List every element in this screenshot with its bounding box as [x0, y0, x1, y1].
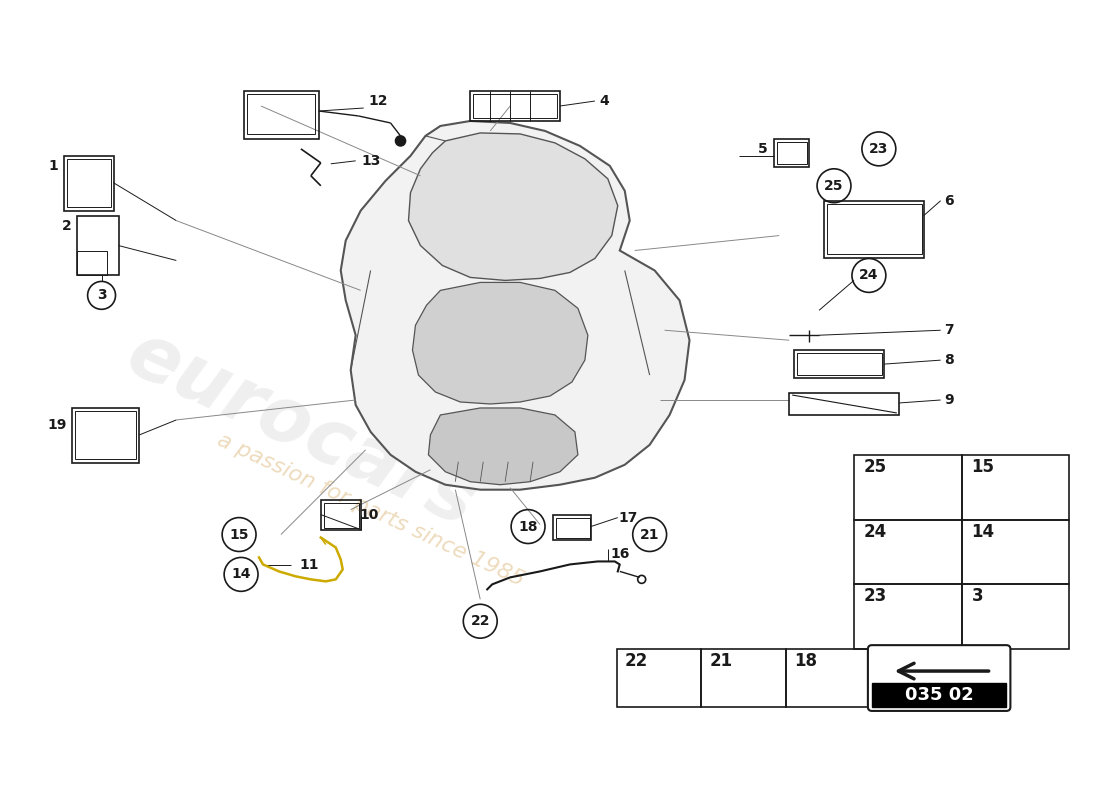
Text: 12: 12: [368, 94, 388, 108]
FancyBboxPatch shape: [868, 645, 1011, 711]
Polygon shape: [412, 282, 587, 404]
Text: 14: 14: [231, 567, 251, 582]
Bar: [854, 519, 961, 584]
Text: 15: 15: [229, 527, 249, 542]
Text: eurocars: eurocars: [114, 317, 487, 543]
Bar: [794, 350, 883, 378]
Text: 17: 17: [618, 510, 637, 525]
Text: 23: 23: [869, 142, 889, 156]
Bar: [824, 201, 924, 258]
Text: 25: 25: [824, 178, 844, 193]
Polygon shape: [341, 121, 690, 490]
Text: 14: 14: [971, 522, 994, 541]
Text: 22: 22: [625, 652, 648, 670]
Text: 21: 21: [640, 527, 659, 542]
Text: 9: 9: [944, 393, 954, 407]
Bar: [77, 216, 119, 275]
Text: 24: 24: [859, 269, 879, 282]
Bar: [702, 649, 786, 707]
Bar: [961, 584, 1069, 649]
Bar: [471, 91, 560, 121]
Bar: [323, 502, 359, 527]
Bar: [64, 156, 113, 210]
Text: 10: 10: [359, 508, 378, 522]
Bar: [556, 518, 590, 538]
Text: 15: 15: [971, 458, 994, 476]
Text: 8: 8: [944, 353, 954, 367]
Bar: [872, 683, 1006, 707]
Text: 3: 3: [971, 587, 983, 606]
Text: 22: 22: [471, 614, 490, 628]
Text: 1: 1: [48, 159, 58, 173]
Text: 23: 23: [864, 587, 888, 606]
Text: 21: 21: [710, 652, 733, 670]
Bar: [77, 250, 107, 275]
Bar: [854, 455, 961, 519]
Bar: [248, 94, 315, 134]
Text: 19: 19: [47, 418, 66, 432]
Text: 11: 11: [299, 558, 319, 573]
Text: 035 02: 035 02: [905, 686, 974, 704]
Bar: [786, 649, 871, 707]
Bar: [854, 584, 961, 649]
Bar: [798, 353, 882, 375]
Text: a passion for parts since 1985: a passion for parts since 1985: [214, 430, 527, 590]
Bar: [789, 393, 899, 415]
Bar: [321, 500, 361, 530]
Bar: [827, 204, 922, 254]
Bar: [75, 411, 136, 458]
Text: 2: 2: [62, 218, 72, 233]
Text: 3: 3: [97, 288, 107, 302]
Text: 18: 18: [518, 519, 538, 534]
Bar: [67, 159, 110, 206]
Text: 4: 4: [598, 94, 608, 108]
Text: 16: 16: [610, 547, 629, 562]
Polygon shape: [408, 133, 618, 281]
Bar: [774, 139, 810, 167]
Text: 7: 7: [944, 323, 954, 338]
Text: 25: 25: [864, 458, 887, 476]
Bar: [473, 94, 557, 118]
Text: 18: 18: [794, 652, 817, 670]
Text: 5: 5: [758, 142, 767, 156]
Bar: [617, 649, 702, 707]
Bar: [961, 519, 1069, 584]
Bar: [244, 91, 319, 139]
Bar: [961, 455, 1069, 519]
Bar: [72, 408, 140, 462]
Bar: [778, 142, 807, 164]
Text: 24: 24: [864, 522, 888, 541]
Text: 6: 6: [944, 194, 954, 208]
Text: 13: 13: [361, 154, 381, 168]
Circle shape: [396, 136, 406, 146]
Polygon shape: [428, 408, 578, 485]
Bar: [553, 514, 591, 539]
